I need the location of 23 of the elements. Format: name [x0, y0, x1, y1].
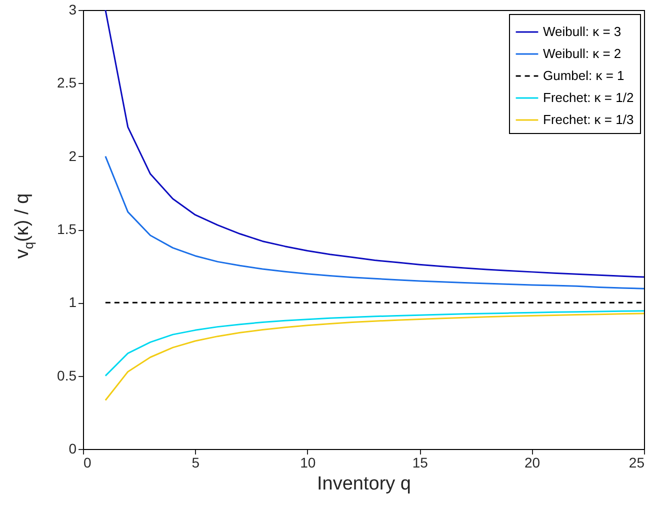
line-series [104, 10, 644, 278]
y-tick-label: 1.5 [57, 221, 77, 237]
legend-label: Frechet: κ = 1/2 [543, 90, 634, 105]
legend-label: Weibull: κ = 3 [543, 24, 622, 39]
y-tick-label: 1 [68, 294, 77, 310]
y-tick-label: 0 [68, 440, 77, 456]
y-tick-label: 2 [68, 148, 77, 164]
x-tick-label: 15 [412, 454, 428, 470]
line-series [104, 310, 644, 377]
x-tick-label: 20 [524, 454, 540, 470]
x-tick-label: 25 [628, 454, 645, 470]
line-series [104, 312, 644, 402]
x-axis-title: Inventory q [317, 474, 411, 494]
x-tick-label: 5 [192, 454, 200, 470]
y-tick-label: 2.5 [57, 74, 77, 91]
y-tick-label: 0.5 [57, 367, 77, 384]
y-tick-label: 3 [68, 2, 77, 18]
line-series [104, 156, 644, 290]
x-tick-label: 10 [300, 454, 316, 470]
legend-label: Gumbel: κ = 1 [543, 68, 624, 83]
x-tick-label: 0 [84, 454, 92, 470]
legend-label: Weibull: κ = 2 [543, 46, 622, 61]
legend-label: Frechet: κ = 1/3 [543, 112, 634, 127]
